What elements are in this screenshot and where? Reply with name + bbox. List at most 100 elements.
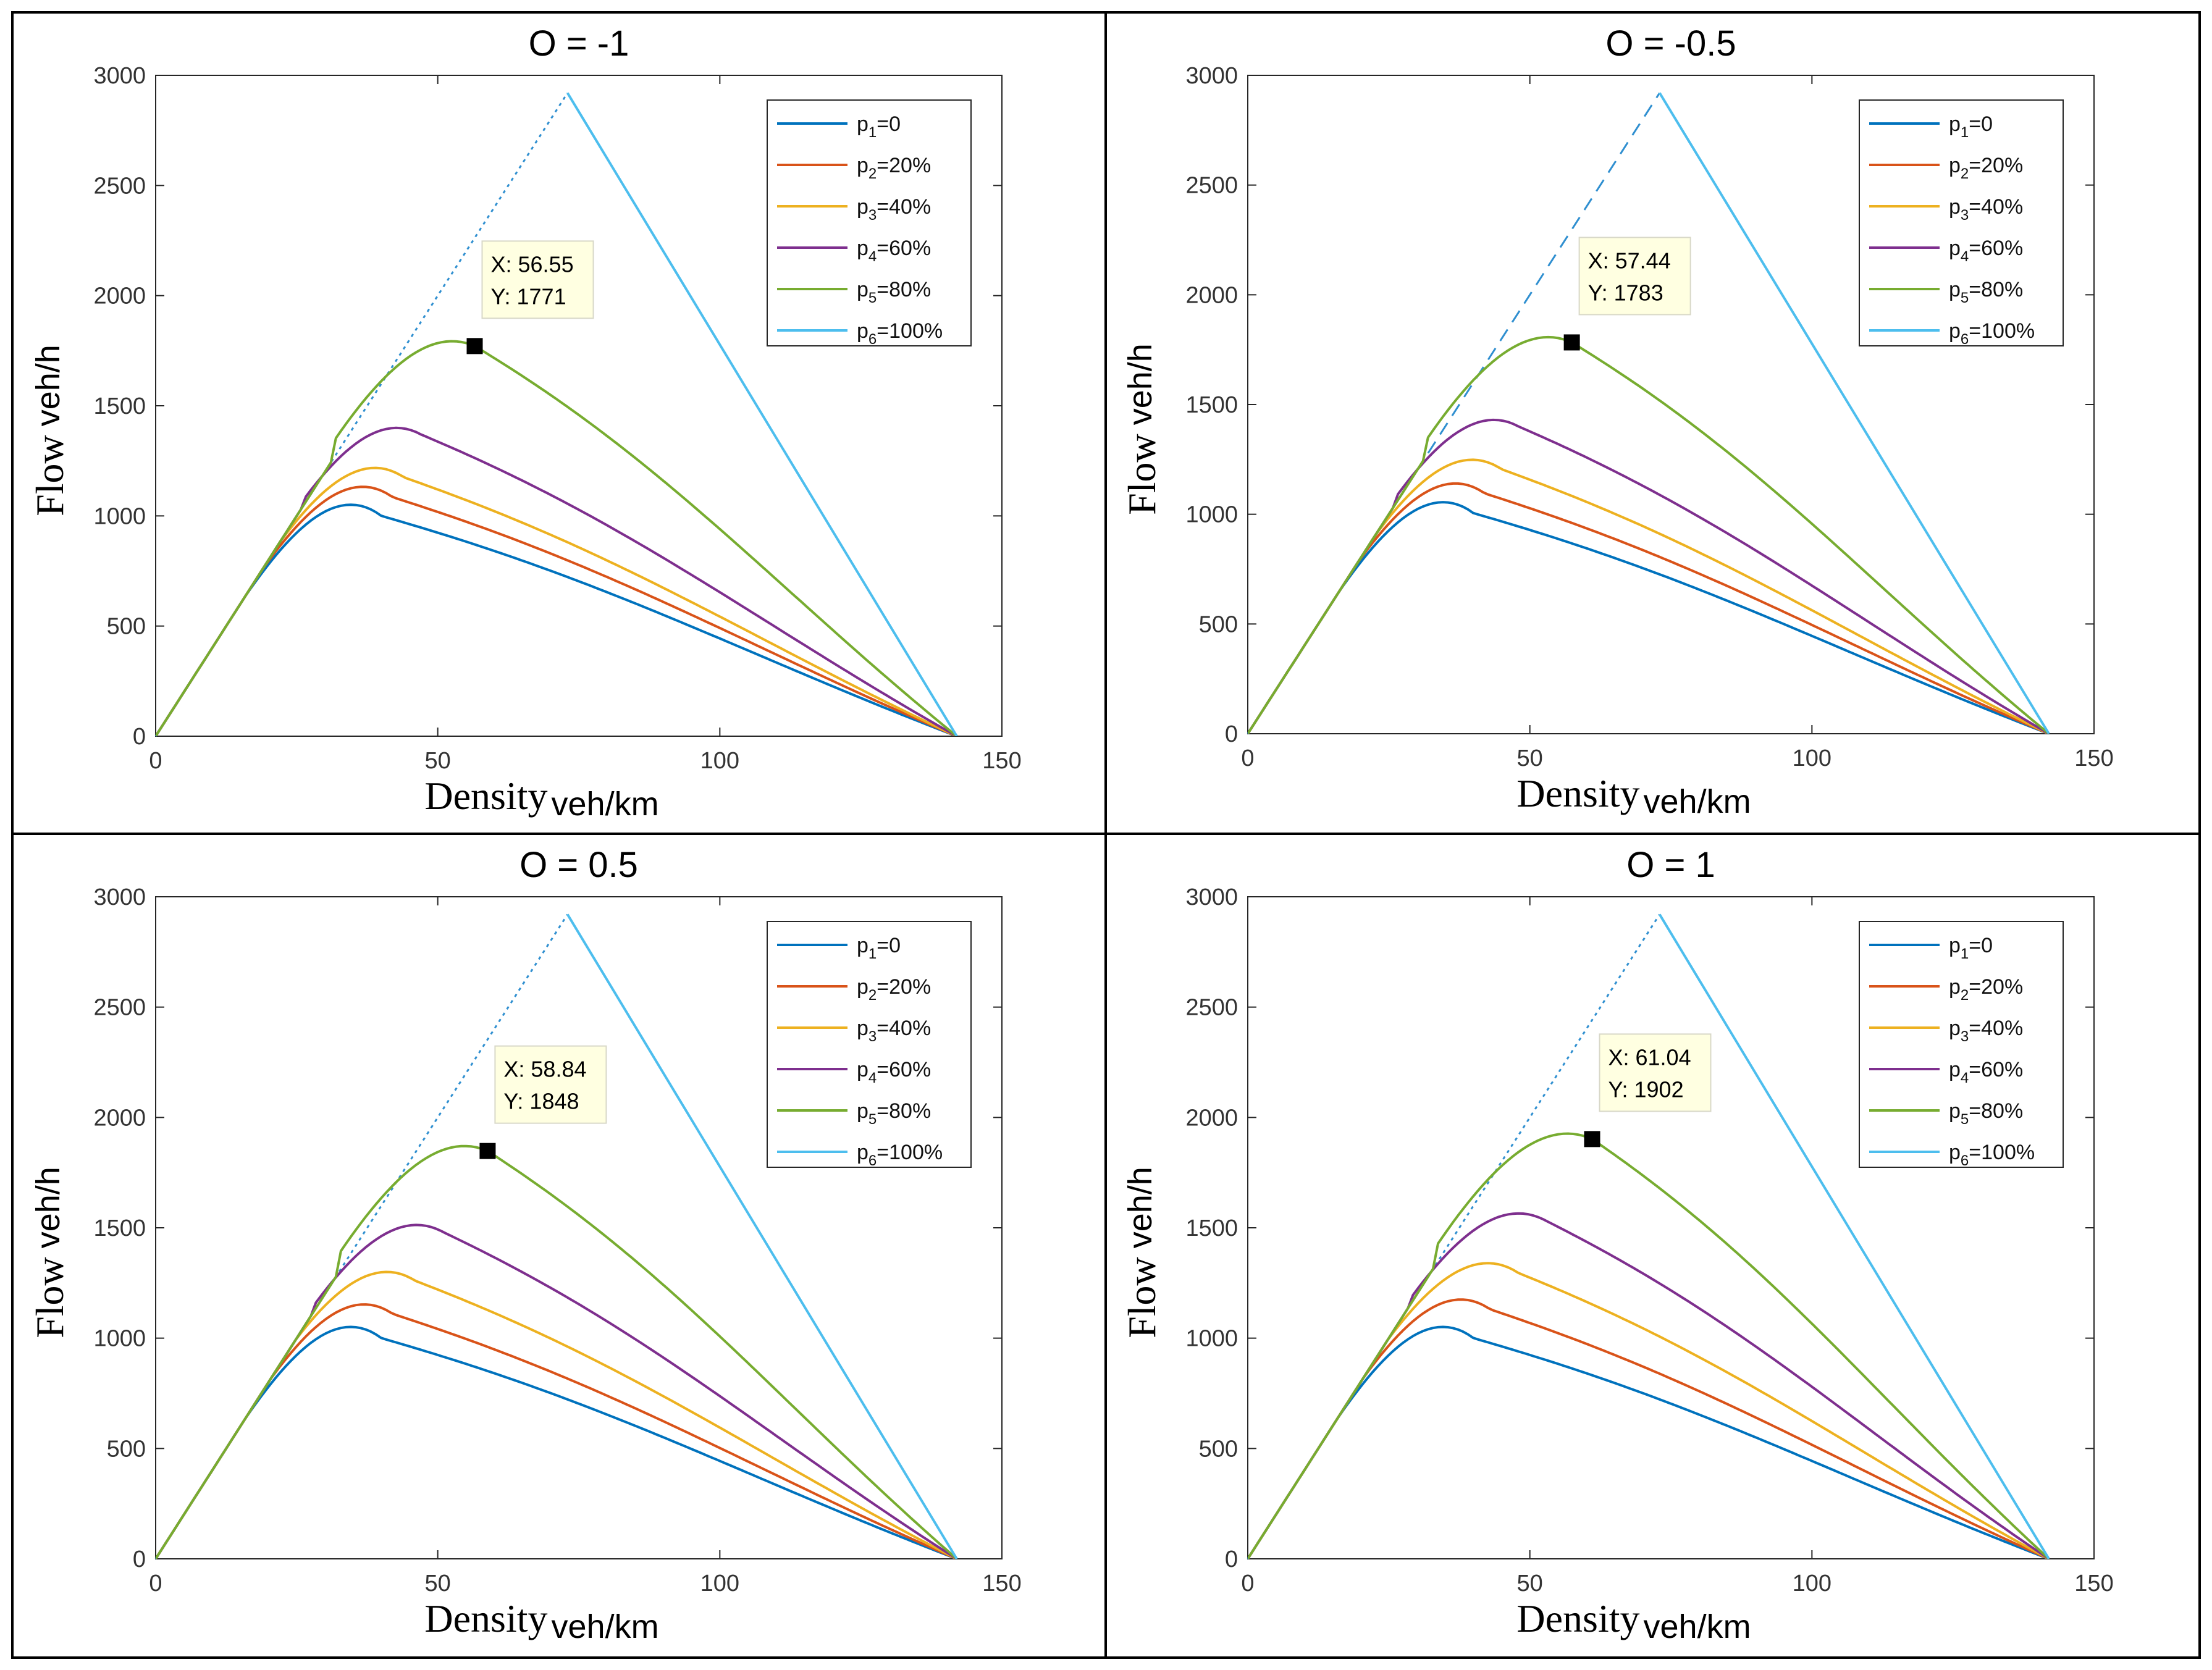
- y-axis-label: Flow veh/h: [28, 1167, 72, 1338]
- legend-entry-6: p6=100%: [1949, 1141, 2035, 1169]
- chart-panel-3: O = 0.5 0 500 1000 1500 2000 2500 3000 0 50 100 150…: [28, 845, 1022, 1645]
- y-tick-label: 2000: [1185, 282, 1238, 308]
- legend-entry-2: p2=20%: [1949, 154, 2023, 182]
- chart-panel-2: O = -0.5 0 500 1000 1500 2000 2500 3000 0 50 100 15…: [1120, 23, 2114, 820]
- legend-entry-2: p2=20%: [1949, 975, 2023, 1004]
- legend-box: [1859, 921, 2064, 1168]
- legend-entry-1: p1=0: [1949, 112, 1993, 141]
- y-tick-label: 2500: [1185, 995, 1238, 1021]
- y-axis-label-unit: veh/h: [1122, 343, 1159, 425]
- y-axis-label: Flow veh/h: [1120, 343, 1164, 515]
- chart-title: O = -1: [529, 23, 629, 64]
- y-tick-label: 1500: [1185, 392, 1238, 418]
- legend-box: [1859, 99, 2064, 346]
- datatip-marker[interactable]: [1584, 1131, 1600, 1148]
- x-axis-label-unit: veh/km: [1644, 1608, 1751, 1645]
- datatip-marker[interactable]: [1563, 334, 1580, 351]
- chart-title: O = -0.5: [1605, 23, 1736, 64]
- y-tick-label: 1000: [1185, 1326, 1238, 1352]
- series-line-1: [156, 503, 957, 736]
- y-tick-label: 2000: [93, 283, 146, 309]
- datatip-marker[interactable]: [466, 338, 483, 355]
- series-line-2: [1248, 482, 2050, 734]
- y-tick-label: 500: [1199, 1436, 1238, 1462]
- series-line-1: [156, 1325, 957, 1559]
- legend-entry-1: p1=0: [1949, 934, 1993, 962]
- reference-free-flow-line: [1247, 92, 1660, 734]
- y-tick-label: 1500: [93, 393, 146, 419]
- y-tick-label: 0: [1225, 1546, 1238, 1572]
- x-tick-label: 0: [149, 1571, 162, 1597]
- x-tick-label: 150: [982, 748, 1021, 774]
- datatip-x: X: 56.55: [490, 251, 573, 277]
- y-tick-label: 3000: [1185, 63, 1238, 89]
- y-tick-label: 500: [107, 614, 146, 640]
- chart-panel-1: O = -1 0 500 1000 1500 2000 2500 3000 0 50 100 150 D…: [28, 23, 1022, 823]
- x-tick-label: 100: [1793, 1571, 1831, 1597]
- series-line-6: [566, 92, 958, 736]
- x-axis-label-unit: veh/km: [552, 786, 659, 823]
- x-axis-label-unit: veh/km: [1644, 783, 1751, 820]
- legend-entry-3: p3=40%: [857, 195, 931, 224]
- legend-entry-1: p1=0: [857, 112, 901, 141]
- series-line-1: [1248, 501, 2050, 734]
- datatip-marker[interactable]: [479, 1143, 496, 1159]
- y-axis-label-name: Flow: [1120, 434, 1164, 515]
- legend-entry-3: p3=40%: [1949, 195, 2023, 224]
- chart-title: O = 1: [1626, 845, 1715, 885]
- legend-entry-2: p2=20%: [857, 154, 931, 182]
- legend-entry-5: p5=80%: [857, 278, 931, 306]
- legend-entry-4: p4=60%: [1949, 237, 2023, 265]
- legend-entry-5: p5=80%: [857, 1099, 931, 1128]
- chart-panel-4: O = 1 0 500 1000 1500 2000 2500 3000 0 50 100 150 De…: [1120, 845, 2114, 1645]
- legend-box: [767, 99, 972, 346]
- x-tick-label: 0: [1241, 1571, 1254, 1597]
- datatip-box: [481, 240, 594, 319]
- datatip-y: Y: 1783: [1588, 280, 1663, 305]
- legend-entry-4: p4=60%: [1949, 1058, 2023, 1086]
- legend-entry-5: p5=80%: [1949, 278, 2023, 306]
- datatip-box: [1599, 1033, 1712, 1112]
- y-tick-label: 2000: [93, 1105, 146, 1131]
- x-tick-label: 0: [1241, 745, 1254, 771]
- y-tick-label: 1000: [93, 503, 146, 529]
- chart-title: O = 0.5: [519, 845, 638, 885]
- x-axis-label: Density veh/km: [424, 774, 658, 823]
- y-axis-label-unit: veh/h: [30, 1167, 67, 1248]
- legend-entry-3: p3=40%: [1949, 1017, 2023, 1045]
- x-tick-label: 100: [700, 1571, 739, 1597]
- x-tick-label: 50: [1517, 1571, 1543, 1597]
- y-axis-label: Flow veh/h: [1120, 1167, 1164, 1338]
- series-line-6: [566, 913, 958, 1559]
- x-tick-label: 50: [425, 748, 451, 774]
- x-axis-label-name: Density: [1516, 1597, 1639, 1640]
- x-axis-label: Density veh/km: [1516, 771, 1751, 820]
- series-line-5: [1248, 335, 2050, 734]
- x-axis-label-name: Density: [1516, 771, 1639, 815]
- y-axis-label-name: Flow: [28, 435, 72, 516]
- series-line-2: [156, 485, 957, 736]
- x-tick-label: 150: [2074, 1571, 2113, 1597]
- y-tick-label: 2000: [1185, 1105, 1238, 1131]
- legend-entry-5: p5=80%: [1949, 1099, 2023, 1128]
- y-axis-label-name: Flow: [1120, 1257, 1164, 1338]
- series-line-2: [156, 1303, 957, 1559]
- y-axis-label: Flow veh/h: [28, 345, 72, 516]
- legend-entry-4: p4=60%: [857, 1058, 931, 1086]
- x-axis-label-unit: veh/km: [552, 1608, 659, 1645]
- datatip-x: X: 57.44: [1588, 248, 1671, 273]
- datatip-y: Y: 1771: [490, 283, 566, 309]
- datatip-y: Y: 1848: [503, 1089, 579, 1114]
- datatip-box: [494, 1045, 607, 1124]
- y-tick-label: 3000: [93, 63, 146, 89]
- y-tick-label: 2500: [93, 995, 146, 1021]
- x-tick-label: 0: [149, 748, 162, 774]
- datatip-y: Y: 1902: [1608, 1076, 1683, 1102]
- legend-entry-6: p6=100%: [1949, 319, 2035, 348]
- y-axis-label-name: Flow: [28, 1257, 72, 1338]
- y-tick-label: 2500: [93, 173, 146, 199]
- x-tick-label: 100: [700, 748, 739, 774]
- y-axis-label-unit: veh/h: [30, 345, 67, 426]
- x-tick-label: 50: [1517, 745, 1543, 771]
